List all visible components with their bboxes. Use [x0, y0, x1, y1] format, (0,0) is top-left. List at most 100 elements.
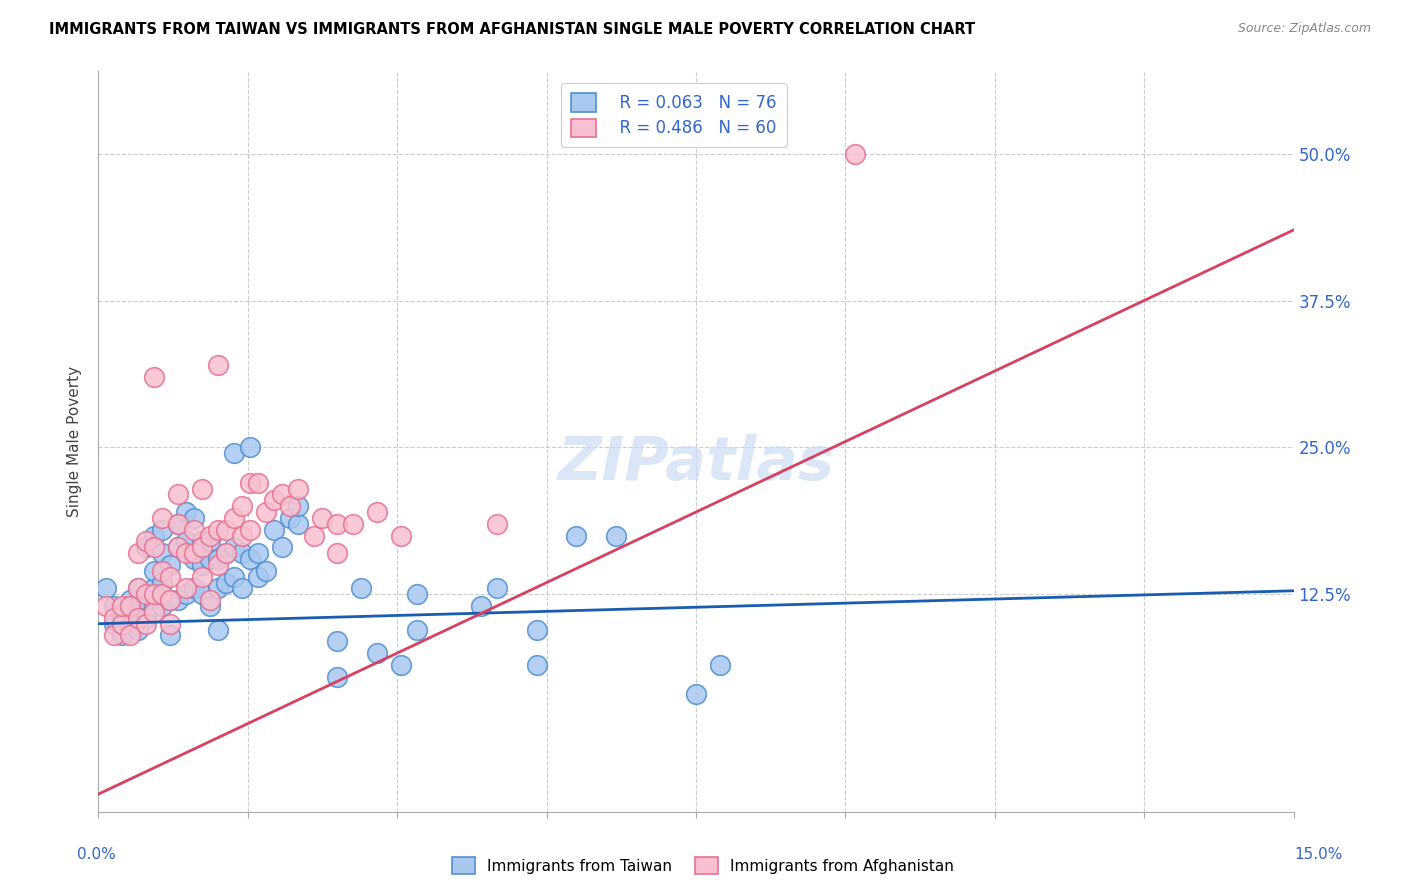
Point: [135, 611, 157, 625]
Point: [127, 599, 149, 613]
Point: [605, 528, 627, 542]
Point: [167, 593, 190, 607]
Point: [143, 541, 166, 555]
Text: ZIPatlas: ZIPatlas: [557, 434, 835, 493]
Point: [198, 552, 221, 566]
Point: [120, 605, 142, 619]
Point: [183, 511, 205, 525]
Point: [191, 534, 214, 549]
Point: [366, 505, 388, 519]
Text: IMMIGRANTS FROM TAIWAN VS IMMIGRANTS FROM AFGHANISTAN SINGLE MALE POVERTY CORREL: IMMIGRANTS FROM TAIWAN VS IMMIGRANTS FRO…: [49, 22, 976, 37]
Point: [389, 657, 412, 672]
Point: [222, 570, 245, 584]
Point: [159, 593, 181, 607]
Point: [231, 528, 253, 542]
Point: [96, 599, 118, 613]
Point: [207, 523, 229, 537]
Point: [111, 611, 134, 625]
Point: [270, 541, 292, 555]
Point: [111, 616, 134, 631]
Point: [159, 616, 181, 631]
Point: [287, 516, 309, 531]
Point: [254, 564, 277, 578]
Point: [270, 487, 292, 501]
Point: [485, 582, 508, 596]
Point: [167, 516, 190, 531]
Point: [287, 499, 309, 513]
Point: [278, 511, 301, 525]
Point: [143, 370, 166, 384]
Point: [246, 475, 269, 490]
Point: [263, 493, 285, 508]
Point: [254, 505, 277, 519]
Point: [709, 657, 731, 672]
Point: [167, 487, 190, 501]
Point: [135, 534, 157, 549]
Point: [844, 146, 866, 161]
Point: [239, 523, 262, 537]
Point: [198, 593, 221, 607]
Point: [174, 534, 197, 549]
Point: [150, 564, 173, 578]
Point: [526, 657, 548, 672]
Point: [198, 528, 221, 542]
Point: [263, 523, 285, 537]
Point: [278, 499, 301, 513]
Point: [150, 587, 173, 601]
Point: [366, 646, 388, 660]
Point: [150, 599, 173, 613]
Point: [565, 528, 588, 542]
Point: [239, 552, 262, 566]
Point: [191, 541, 214, 555]
Point: [103, 628, 125, 642]
Point: [326, 546, 349, 560]
Point: [222, 511, 245, 525]
Text: 15.0%: 15.0%: [1295, 847, 1343, 862]
Point: [311, 511, 333, 525]
Point: [215, 546, 238, 560]
Point: [96, 582, 118, 596]
Point: [222, 541, 245, 555]
Point: [143, 528, 166, 542]
Point: [231, 546, 253, 560]
Point: [207, 358, 229, 372]
Point: [159, 558, 181, 572]
Point: [174, 546, 197, 560]
Point: [135, 587, 157, 601]
Point: [120, 628, 142, 642]
Point: [207, 552, 229, 566]
Text: Source: ZipAtlas.com: Source: ZipAtlas.com: [1237, 22, 1371, 36]
Point: [167, 541, 190, 555]
Point: [103, 611, 125, 625]
Point: [183, 546, 205, 560]
Point: [207, 623, 229, 637]
Point: [150, 546, 173, 560]
Point: [135, 593, 157, 607]
Point: [246, 570, 269, 584]
Point: [120, 599, 142, 613]
Point: [159, 570, 181, 584]
Point: [135, 541, 157, 555]
Point: [215, 575, 238, 590]
Point: [183, 552, 205, 566]
Point: [111, 623, 134, 637]
Legend: Immigrants from Taiwan, Immigrants from Afghanistan: Immigrants from Taiwan, Immigrants from …: [446, 851, 960, 880]
Point: [685, 687, 707, 701]
Point: [342, 516, 364, 531]
Point: [239, 441, 262, 455]
Point: [120, 593, 142, 607]
Point: [143, 605, 166, 619]
Point: [326, 669, 349, 683]
Point: [326, 634, 349, 648]
Point: [127, 582, 149, 596]
Point: [406, 587, 429, 601]
Point: [167, 541, 190, 555]
Point: [111, 628, 134, 642]
Point: [135, 616, 157, 631]
Point: [207, 582, 229, 596]
Point: [120, 611, 142, 625]
Point: [302, 528, 325, 542]
Point: [103, 599, 125, 613]
Point: [222, 446, 245, 460]
Point: [191, 482, 214, 496]
